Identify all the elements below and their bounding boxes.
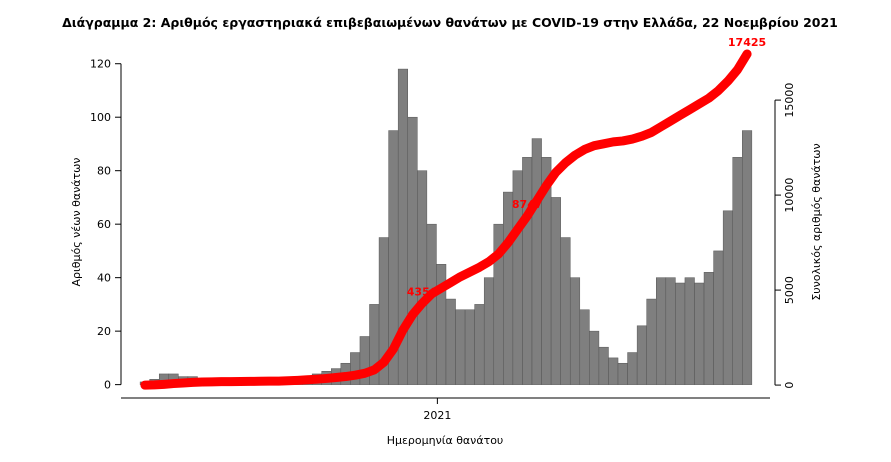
bar <box>474 304 485 385</box>
y-tick-label: 120 <box>90 58 111 71</box>
bar <box>598 346 609 385</box>
y2-axis-title: Συνολικός αριθμός θανάτων <box>810 143 823 300</box>
bar <box>646 298 657 385</box>
annotation: 8747 <box>512 198 543 211</box>
bar <box>608 357 619 385</box>
bar <box>722 210 733 385</box>
y2-tick-label: 15000 <box>783 83 796 118</box>
x-tick-label: 2021 <box>423 409 451 422</box>
bar <box>589 330 600 385</box>
bar <box>455 309 466 385</box>
bar <box>464 309 475 385</box>
y2-tick-label: 0 <box>783 382 796 389</box>
bar <box>417 170 428 385</box>
y-tick-label: 40 <box>97 272 111 285</box>
y2-tick-label: 5000 <box>783 276 796 304</box>
y-tick-label: 60 <box>97 218 111 231</box>
annotation: 4356 <box>407 285 438 298</box>
bar <box>684 277 695 385</box>
bar <box>636 325 647 385</box>
x-axis-title: Ημερομηνία θανάτου <box>387 434 504 447</box>
y-tick-label: 20 <box>97 325 111 338</box>
bar <box>703 272 714 385</box>
bar <box>694 282 705 385</box>
chart-title: Διάγραμμα 2: Αριθμός εργαστηριακά επιβεβ… <box>62 15 838 30</box>
bar <box>656 277 667 385</box>
bar <box>627 352 638 385</box>
bar <box>675 282 686 385</box>
bar <box>732 157 743 385</box>
bar <box>426 223 437 385</box>
bar <box>713 250 724 385</box>
y-axis-title: Αριθμός νέων θανάτων <box>70 158 83 287</box>
y-tick-label: 100 <box>90 111 111 124</box>
bar <box>522 157 533 385</box>
bar <box>665 277 676 385</box>
annotation: 17425 <box>728 36 766 49</box>
y-tick-label: 80 <box>97 165 111 178</box>
bar <box>569 277 581 385</box>
bar <box>445 298 456 385</box>
bar <box>483 277 495 385</box>
cumulative-line <box>140 49 752 390</box>
bar <box>407 116 418 385</box>
bar <box>742 130 753 385</box>
y2-tick-label: 10000 <box>783 178 796 213</box>
bar <box>531 138 542 385</box>
y-tick-label: 0 <box>104 379 111 392</box>
bar <box>503 191 514 385</box>
bar <box>560 237 571 385</box>
bar <box>550 197 561 385</box>
bar <box>579 309 590 385</box>
bar <box>617 362 628 385</box>
